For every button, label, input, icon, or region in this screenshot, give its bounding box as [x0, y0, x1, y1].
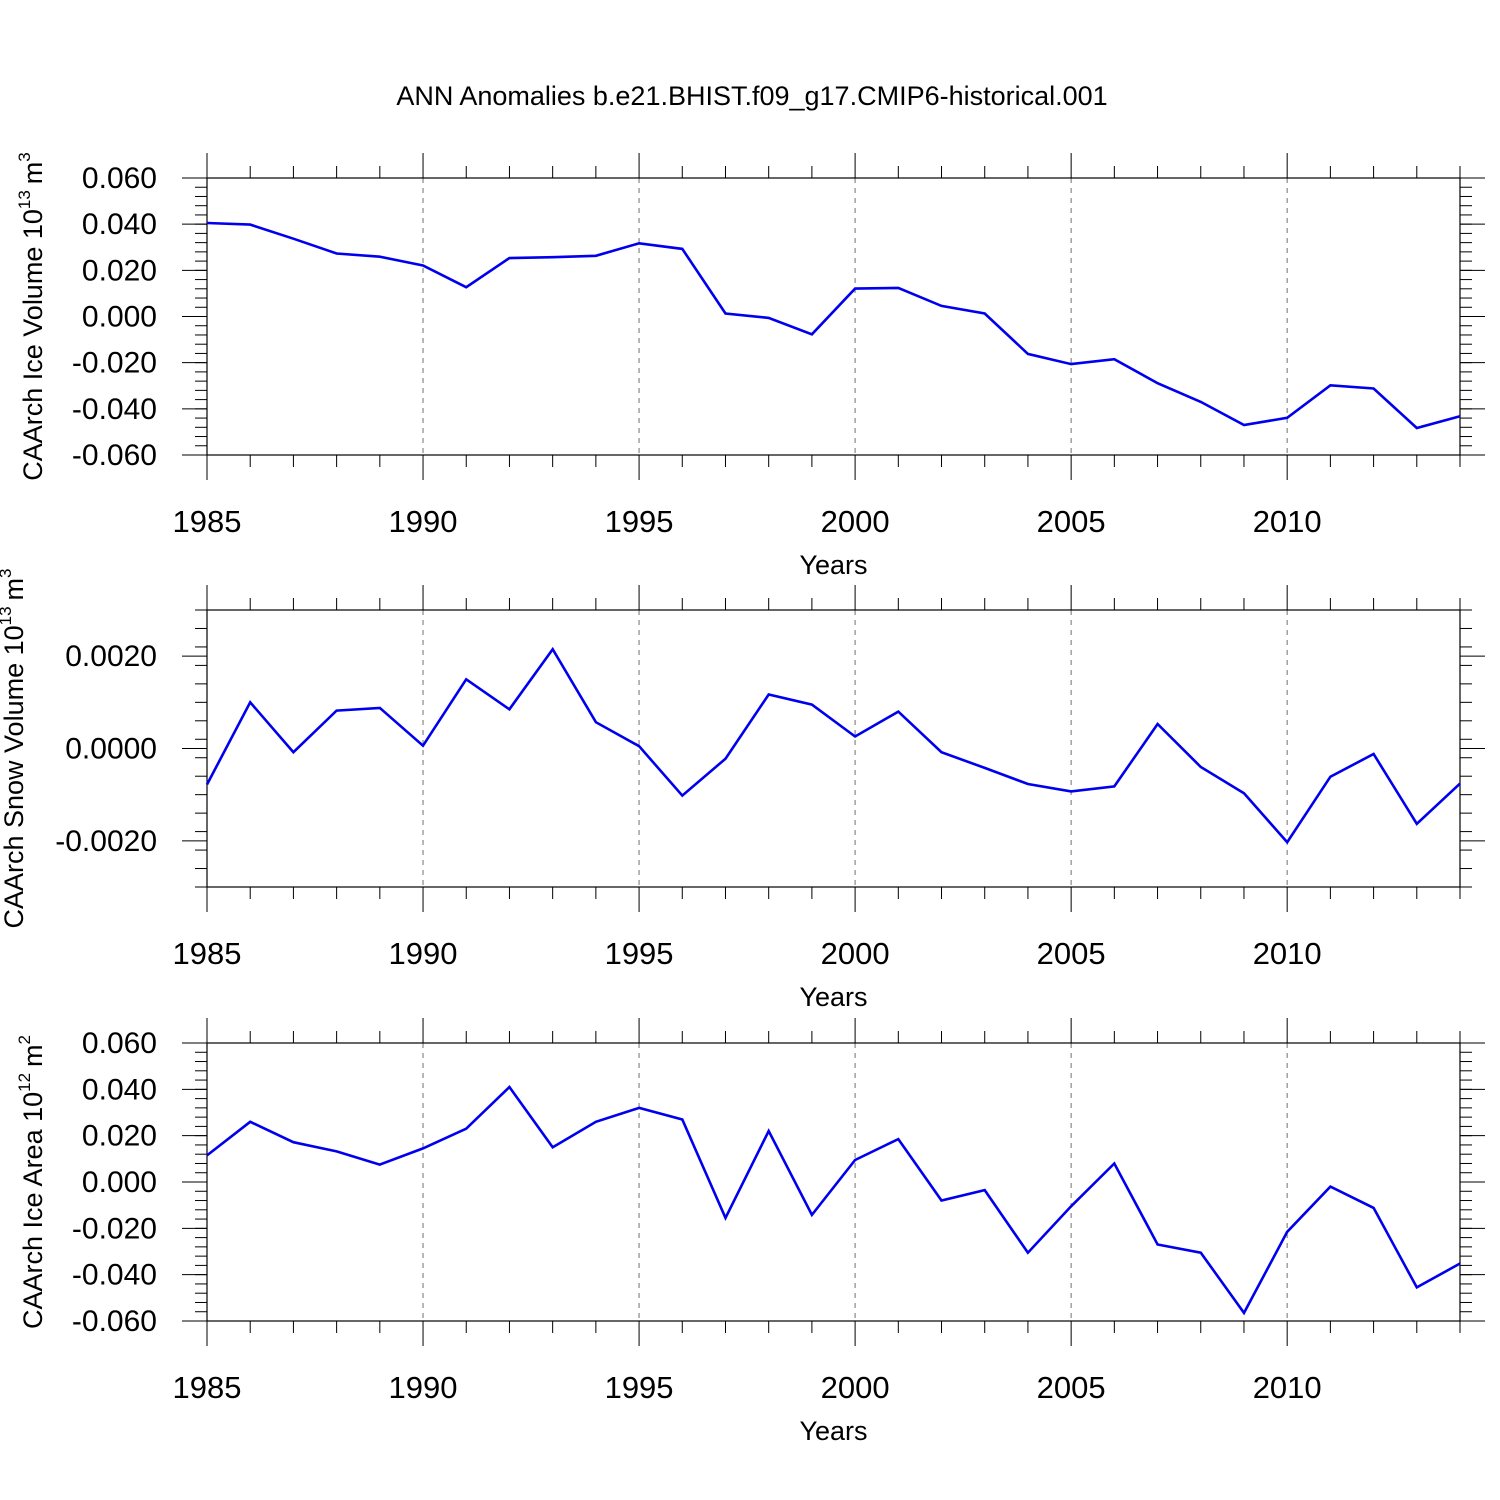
panel-3: 0.060 0.040 0.020 0.000 -0.020 -0.040 -0.060 19… [15, 1018, 1485, 1446]
y-tick-label: 0.040 [82, 208, 157, 241]
x-tick-label: 1985 [173, 1370, 242, 1405]
figure-title: ANN Anomalies b.e21.BHIST.f09_g17.CMIP6-… [396, 81, 1107, 111]
y-tick-label: 0.020 [82, 1120, 157, 1153]
x-tick-label: 1990 [389, 936, 458, 971]
y-tick-label: -0.020 [72, 347, 157, 380]
y-tick-label: 0.000 [82, 301, 157, 334]
y-tick-label: 0.060 [82, 162, 157, 195]
x-tick-label: 1990 [389, 504, 458, 539]
y-tick-label: 0.040 [82, 1073, 157, 1106]
panel-1: 0.060 0.040 0.020 0.000 -0.020 -0.040 -0.060 19… [15, 152, 1485, 580]
y-label-text: CAArch Ice Area 10 [18, 1092, 48, 1329]
x-tick-label: 2010 [1253, 1370, 1322, 1405]
y-label-text: CAArch Ice Volume 10 [18, 209, 48, 481]
x-axis-label: Years [799, 550, 867, 580]
x-tick-label: 2010 [1253, 936, 1322, 971]
y-axis-label: CAArch Ice Volume 1013 m3 [15, 152, 48, 481]
plot-frame [206, 609, 1461, 888]
y-label-unit: m [0, 578, 29, 601]
plot-frame [206, 177, 1461, 456]
panel-2: 0.0020 0.0000 -0.0020 1985 1990 1995 2000 2005 2… [0, 568, 1485, 1012]
y-tick-label: 0.060 [82, 1027, 157, 1060]
x-tick-label: 2005 [1037, 1370, 1106, 1405]
series-line [206, 1085, 1461, 1316]
series-line [205, 646, 1461, 845]
x-tick-label: 2005 [1037, 504, 1106, 539]
x-tick-label: 1985 [173, 936, 242, 971]
x-tick-label: 1990 [389, 1370, 458, 1405]
y-tick-label: -0.0020 [55, 825, 157, 858]
y-label-unit-exponent: 3 [15, 152, 34, 161]
y-tick-label: 0.0020 [65, 640, 157, 673]
y-label-unit-exponent: 2 [15, 1035, 34, 1044]
x-tick-label: 1995 [605, 504, 674, 539]
series-line [206, 221, 1461, 430]
x-tick-label: 1985 [173, 504, 242, 539]
x-axis-label: Years [799, 982, 867, 1012]
x-tick-label: 2000 [821, 936, 890, 971]
x-tick-label: 1995 [605, 1370, 674, 1405]
y-label-exponent: 13 [15, 190, 34, 209]
y-label-unit: m [18, 162, 48, 185]
y-label-unit-exponent: 3 [0, 568, 15, 577]
x-tick-label: 1995 [605, 936, 674, 971]
y-tick-label: -0.020 [72, 1212, 157, 1245]
y-tick-label: -0.060 [72, 1305, 157, 1338]
x-tick-label: 2000 [821, 1370, 890, 1405]
y-label-text: CAArch Snow Volume 10 [0, 625, 29, 928]
y-axis-label: CAArch Ice Area 1012 m2 [15, 1035, 48, 1329]
y-tick-label: 0.000 [82, 1166, 157, 1199]
x-tick-label: 2000 [821, 504, 890, 539]
y-tick-label: -0.060 [72, 439, 157, 472]
x-tick-label: 2005 [1037, 936, 1106, 971]
y-tick-label: -0.040 [72, 1259, 157, 1292]
y-label-exponent: 13 [0, 606, 15, 625]
y-label-exponent: 12 [15, 1073, 34, 1092]
y-tick-label: -0.040 [72, 393, 157, 426]
x-axis-label: Years [799, 1416, 867, 1446]
y-tick-label: 0.020 [82, 254, 157, 287]
y-axis-label: CAArch Snow Volume 1013 m3 [0, 568, 29, 928]
y-tick-label: 0.0000 [65, 733, 157, 766]
y-label-unit: m [18, 1044, 48, 1067]
x-tick-label: 2010 [1253, 504, 1322, 539]
plot-frame [206, 1042, 1461, 1322]
